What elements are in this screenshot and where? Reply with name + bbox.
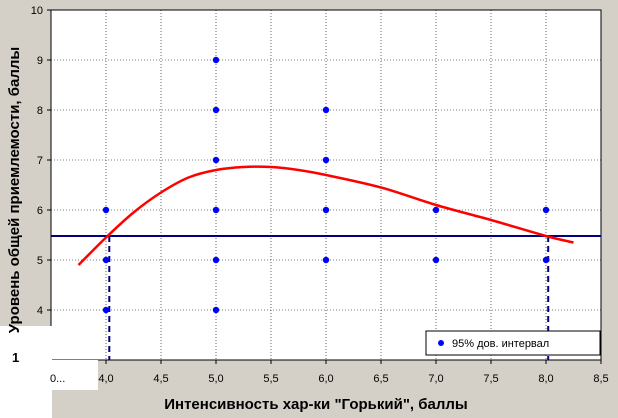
x-tick-label: 7,5 — [483, 373, 498, 385]
y-tick-label: 7 — [37, 155, 43, 167]
x-tick-label: 5,5 — [263, 373, 278, 385]
x-tick-labels: 4,0 4,5 5,0 5,5 6,0 6,5 7,0 7,5 8,0 8,5 — [98, 373, 608, 385]
fit-curve — [77, 165, 574, 266]
data-point — [212, 206, 220, 214]
x-tick-label: 5,0 — [208, 373, 223, 385]
y-tick-label: 5 — [37, 255, 43, 267]
legend-marker — [438, 340, 444, 346]
scatter-points — [102, 56, 550, 314]
x-tick-label: 8,0 — [538, 373, 553, 385]
data-point — [542, 256, 550, 264]
y-tick-label: 6 — [37, 205, 43, 217]
data-point — [212, 306, 220, 314]
fit-curve-path — [77, 165, 574, 266]
y-axis-title: Уровень общей приемлемости, баллы — [6, 47, 23, 333]
data-point — [322, 156, 330, 164]
corner-mask-bottom — [30, 360, 98, 390]
data-point — [322, 106, 330, 114]
x-tick-label: 6,0 — [318, 373, 333, 385]
data-point — [212, 56, 220, 64]
y-tick-label: 8 — [37, 105, 43, 117]
data-point — [432, 256, 440, 264]
legend-label: 95% дов. интервал — [452, 338, 549, 350]
data-point — [212, 156, 220, 164]
data-point — [542, 206, 550, 214]
data-point — [212, 106, 220, 114]
x-tick-label: 4,5 — [153, 373, 168, 385]
x-tick-label: 6,5 — [373, 373, 388, 385]
x-tick-label: 8,5 — [593, 373, 608, 385]
data-point — [322, 256, 330, 264]
x-axis-title: Интенсивность хар-ки "Горький", баллы — [164, 396, 468, 413]
data-point — [212, 256, 220, 264]
data-point — [432, 206, 440, 214]
data-point — [102, 256, 110, 264]
x-tick-label: 4,0 — [98, 373, 113, 385]
legend-box — [425, 330, 601, 356]
grid — [47, 9, 602, 364]
data-point — [102, 206, 110, 214]
data-point — [322, 206, 330, 214]
x-tick-label: 7,0 — [428, 373, 443, 385]
y-tick-label: 9 — [37, 55, 43, 67]
y-tick-label: 10 — [31, 5, 43, 17]
y-tick-label: 4 — [37, 305, 43, 317]
x-tick-first-label: 0... — [50, 373, 65, 385]
y-tick-labels: 4 5 6 7 8 9 10 — [31, 5, 43, 317]
y-bottom-label: 1 — [12, 350, 19, 365]
data-point — [102, 306, 110, 314]
legend: 95% дов. интервал — [425, 330, 601, 356]
